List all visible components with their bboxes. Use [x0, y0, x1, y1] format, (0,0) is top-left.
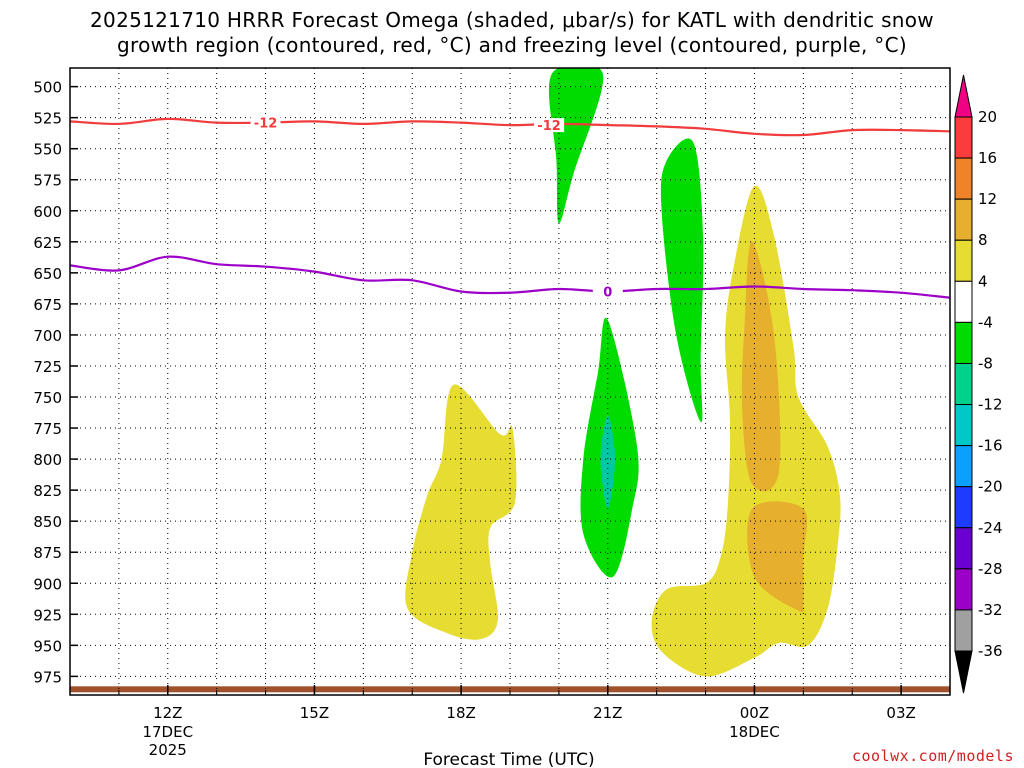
y-tick-label: 925	[33, 606, 62, 624]
surface-band	[70, 686, 950, 693]
omega-region	[548, 68, 604, 224]
colorbar-label: -16	[978, 437, 1003, 455]
colorbar: -36 -32 -28 -24 -20 -16 -12 -8 -4 4 8 12 16 20	[954, 74, 1003, 694]
y-tick-label: 750	[33, 389, 62, 407]
colorbar-label: -20	[978, 478, 1003, 496]
colorbar-box	[954, 198, 973, 241]
colorbar-box	[954, 568, 973, 611]
colorbar-box	[954, 362, 973, 406]
colorbar-label: -8	[978, 354, 993, 372]
dgz-contour-label: -12	[254, 117, 278, 132]
y-tick-label: 500	[33, 79, 62, 97]
colorbar-label: 8	[978, 231, 988, 249]
pressure-axis: 500 525 550 575 600 625 650 675 700 725 750 775 800 8…	[33, 79, 78, 686]
y-tick-label: 700	[33, 327, 62, 345]
y-tick-label: 525	[33, 110, 62, 128]
ground-surface	[70, 686, 950, 693]
colorbar-label: -4	[978, 313, 993, 331]
y-tick-label: 950	[33, 637, 62, 655]
colorbar-box	[954, 280, 973, 323]
colorbar-box	[954, 321, 973, 364]
chart-title-line-1: 2025121710 HRRR Forecast Omega (shaded, …	[90, 8, 934, 32]
colorbar-box	[954, 157, 973, 200]
x-date-label: 18DEC	[729, 723, 780, 741]
x-tick-label: 18Z	[446, 704, 475, 722]
colorbar-label: -12	[978, 396, 1003, 414]
y-tick-label: 850	[33, 513, 62, 531]
omega-shading	[405, 68, 841, 677]
x-tick-label: 21Z	[593, 704, 622, 722]
x-tick-label: 03Z	[886, 704, 915, 722]
y-tick-label: 550	[33, 141, 62, 159]
x-date-label: 17DEC	[142, 723, 193, 741]
omega-region	[660, 138, 704, 423]
colorbar-label: 4	[978, 272, 988, 290]
dgz-contour-label-bg	[250, 115, 281, 130]
x-axis-label: Forecast Time (UTC)	[423, 750, 594, 768]
y-tick-label: 625	[33, 234, 62, 252]
y-tick-label: 875	[33, 544, 62, 562]
x-date-label: 2025	[149, 741, 187, 759]
x-tick-label: 15Z	[300, 704, 329, 722]
dgz-contour-label: -12	[537, 119, 561, 134]
y-tick-label: 800	[33, 451, 62, 469]
grid-lines	[69, 68, 951, 695]
y-tick-label: 600	[33, 203, 62, 221]
colorbar-box	[954, 404, 973, 447]
colorbar-label: 12	[978, 190, 997, 208]
colorbar-bottom-triangle	[954, 650, 973, 694]
colorbar-label: -32	[978, 601, 1003, 619]
colorbar-box	[954, 527, 973, 570]
omega-region	[741, 241, 781, 492]
site-credit: coolwx.com/models	[851, 747, 1014, 765]
colorbar-label: -28	[978, 560, 1003, 578]
y-tick-label: 900	[33, 575, 62, 593]
freezing-level-contour-line	[70, 255, 950, 299]
colorbar-box	[954, 445, 973, 488]
y-tick-label: 675	[33, 296, 62, 314]
y-tick-label: 575	[33, 172, 62, 190]
colorbar-label: -24	[978, 519, 1003, 537]
omega-region	[747, 501, 808, 613]
y-tick-label: 725	[33, 358, 62, 376]
colorbar-label: 20	[978, 108, 997, 126]
chart-title: 2025121710 HRRR Forecast Omega (shaded, …	[0, 8, 1024, 58]
dgz-contour-line	[70, 117, 950, 137]
y-tick-label: 825	[33, 482, 62, 500]
x-tick-label: 12Z	[153, 704, 182, 722]
colorbar-box	[954, 116, 973, 159]
colorbar-top-triangle	[954, 74, 973, 118]
omega-region	[405, 384, 517, 640]
freezing-level-contour-label: 0	[603, 285, 612, 300]
x-tick-label: 00Z	[740, 704, 769, 722]
omega-region	[600, 415, 616, 509]
colorbar-box	[954, 239, 973, 282]
y-tick-label: 975	[33, 668, 62, 686]
temperature-contours: -12 -12 0	[70, 115, 950, 300]
y-tick-label: 650	[33, 265, 62, 283]
dgz-contour-label-bg	[534, 118, 565, 133]
colorbar-box	[954, 486, 973, 529]
chart-title-line-2: growth region (contoured, red, °C) and f…	[117, 33, 907, 57]
freezing-level-contour-label-bg	[592, 284, 623, 299]
colorbar-label: -36	[978, 642, 1003, 660]
colorbar-box	[954, 609, 973, 652]
colorbar-label: 16	[978, 149, 997, 167]
y-tick-label: 775	[33, 420, 62, 438]
